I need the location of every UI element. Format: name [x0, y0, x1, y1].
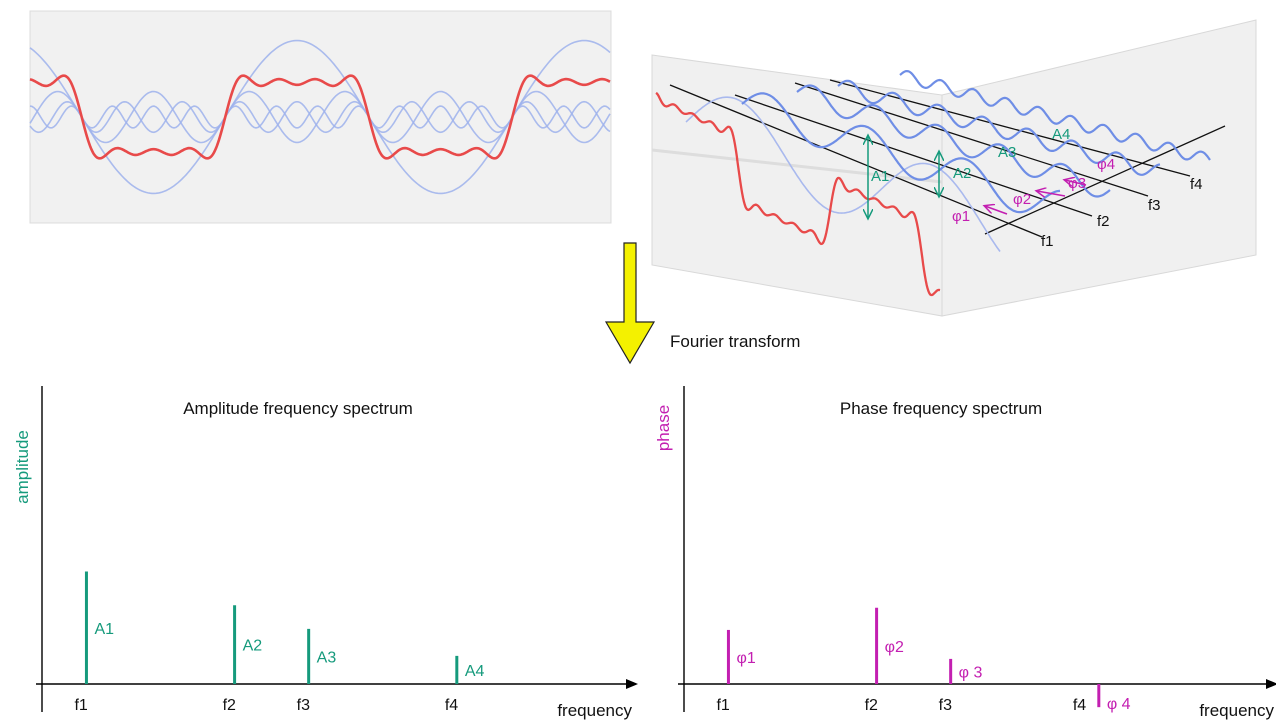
component-wave [741, 92, 1061, 214]
label-phi4: φ4 [1097, 156, 1115, 173]
spectrum-value-label-f3: φ 3 [959, 664, 983, 681]
spectrum-tick-label-f1: f1 [716, 697, 729, 714]
label-f4-3d: f4 [1190, 176, 1203, 193]
component-wave [899, 69, 1211, 161]
component-waves-3d [685, 69, 1211, 252]
phase-x-label: frequency [1199, 701, 1274, 720]
fourier-transform-arrow: Fourier transform [604, 242, 800, 365]
amplitude-spectrum-chart: Amplitude frequency spectrum amplitude f… [13, 386, 638, 720]
label-f1-3d: f1 [1041, 233, 1054, 250]
frequency-axis-3d [984, 125, 1226, 235]
spectrum-value-label-f1: A1 [94, 621, 114, 638]
square-wave-signal [29, 74, 611, 160]
label-a1: A1 [871, 168, 889, 185]
component-wave [837, 79, 1161, 176]
frequency-line-f2 [734, 94, 1093, 217]
frequency-lines [669, 79, 1226, 238]
label-phi1: φ1 [952, 208, 970, 225]
label-a2: A2 [953, 165, 971, 182]
spectrum-tick-label-f4: f4 [445, 697, 458, 714]
component-wave [685, 96, 1001, 252]
component-wave [796, 84, 1111, 198]
label-phi2: φ2 [1013, 191, 1031, 208]
label-f3-3d: f3 [1148, 197, 1161, 214]
spectrum-value-label-f3: A3 [317, 649, 337, 666]
label-a3: A3 [998, 144, 1016, 161]
phase-spectrum-chart: Phase frequency spectrum phase frequency… [654, 386, 1276, 720]
amplitude-bars: A1 f1 A2 f2 A3 f3 A4 f4 [74, 571, 485, 714]
phase-arrow-phi1 [985, 206, 1008, 215]
down-arrow-icon [604, 242, 656, 365]
spectrum-tick-label-f2: f2 [223, 697, 236, 714]
spectrum-value-label-f1: φ1 [736, 650, 755, 667]
spectrum-value-label-f2: φ2 [885, 639, 904, 656]
spectrum-value-label-f4: A4 [465, 663, 485, 680]
frequency-line-f3 [794, 82, 1149, 197]
time-plane [651, 54, 943, 317]
spectrum-tick-label-f1: f1 [74, 697, 87, 714]
frequency-line-f1 [669, 84, 1043, 238]
spectrum-tick-label-f4: f4 [1073, 697, 1086, 714]
spectrum-value-label-f2: A2 [243, 638, 263, 655]
phase-arrow-phi2 [1037, 191, 1066, 196]
spectrum-tick-label-f3: f3 [939, 697, 952, 714]
phase-bars: φ1 f1 φ2 f2 φ 3 f3 φ 4 f4 [716, 607, 1131, 714]
spectrum-tick-label-f2: f2 [865, 697, 878, 714]
label-f2-3d: f2 [1097, 213, 1110, 230]
fourier-transform-label: Fourier transform [670, 332, 800, 351]
phase-arrow-phi3 [1065, 180, 1087, 185]
amplitude-chart-title: Amplitude frequency spectrum [183, 399, 413, 418]
amplitude-y-label: amplitude [13, 430, 32, 504]
label-a4: A4 [1052, 126, 1070, 143]
decomposition-panel: A1 A2 A3 A4 φ1 φ2 φ3 φ4 f1 f2 f3 f4 [651, 19, 1257, 317]
square-wave-signal-3d [655, 91, 941, 297]
time-domain-panel [29, 10, 612, 224]
label-phi3: φ3 [1068, 175, 1086, 192]
phase-y-label: phase [654, 405, 673, 451]
spectrum-value-label-f4: φ 4 [1107, 696, 1131, 713]
frequency-plane [941, 19, 1257, 317]
phase-chart-title: Phase frequency spectrum [840, 399, 1042, 418]
spectrum-tick-label-f3: f3 [297, 697, 310, 714]
amplitude-x-label: frequency [557, 701, 632, 720]
frequency-line-f4 [829, 79, 1191, 177]
